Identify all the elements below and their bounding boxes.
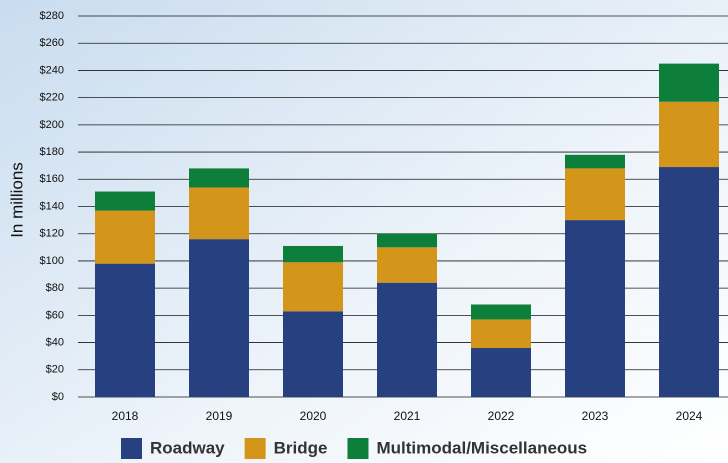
bar-segment [95,210,155,264]
y-tick-label: $60 [46,309,64,321]
y-tick-label: $0 [52,391,64,403]
y-axis-label: In millions [7,162,26,238]
legend-label: Bridge [274,438,328,457]
bar-segment [471,319,531,349]
y-tick-label: $80 [46,282,64,294]
legend-swatch [121,438,142,459]
x-tick-label: 2024 [676,409,703,423]
bar-segment [377,233,437,248]
bar-segment [189,239,249,397]
bar-segment [565,154,625,169]
y-tick-label: $220 [40,92,64,104]
bar-segment [659,167,719,397]
x-tick-label: 2023 [582,409,609,423]
bar-segment [189,187,249,240]
x-tick-label: 2022 [488,409,515,423]
y-tick-label: $20 [46,364,64,376]
x-tick-label: 2018 [112,409,139,423]
bar-segment [471,304,531,320]
y-tick-label: $280 [40,10,64,22]
y-tick-label: $260 [40,37,64,49]
bar-segment [189,168,249,188]
y-tick-label: $160 [40,173,64,185]
y-tick-label: $180 [40,146,64,158]
bar-segment [95,191,155,211]
x-tick-label: 2019 [206,409,233,423]
bar-segment [377,282,437,397]
y-tick-label: $200 [40,119,64,131]
bar-segment [471,348,531,397]
bar-segment [283,245,343,263]
bar-segment [565,168,625,221]
bar-segment [565,220,625,397]
bar-segment [377,247,437,283]
bar-segment [283,262,343,312]
legend-swatch [244,438,266,459]
bar-segment [95,263,155,397]
bar-segment [283,311,343,397]
legend-label: Multimodal/Miscellaneous [376,438,587,457]
y-tick-label: $40 [46,336,64,348]
legend-swatch [347,438,369,459]
y-tick-label: $100 [40,255,64,267]
bar-segment [659,63,719,102]
x-tick-label: 2021 [394,409,421,423]
bar-segment [659,101,719,168]
legend-label: Roadway [150,438,225,457]
y-tick-label: $240 [40,64,64,76]
y-tick-label: $140 [40,200,64,212]
x-tick-label: 2020 [300,409,327,423]
y-tick-label: $120 [40,228,64,240]
